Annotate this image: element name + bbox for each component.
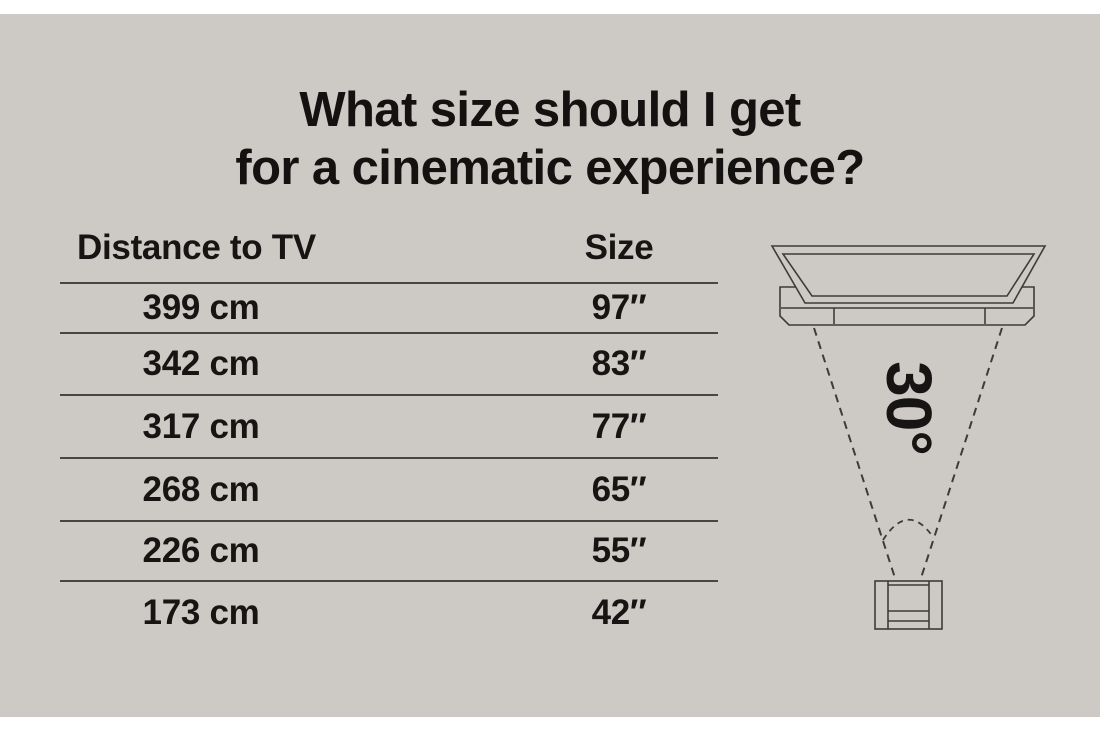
size-table: Distance to TV Size 399 cm 97″ 342 cm 83… xyxy=(60,214,718,644)
viewing-angle-diagram: 30° xyxy=(770,245,1047,630)
seat-outline xyxy=(874,580,943,630)
tv-panel-inner xyxy=(781,253,1036,297)
viewing-cone-dashed-lines xyxy=(813,327,1003,579)
tv-panel-outer xyxy=(770,245,1047,304)
infographic-canvas: What size should I get for a cinematic e… xyxy=(0,14,1100,717)
table-row: 268 cm 65″ xyxy=(60,457,718,520)
title-line-2: for a cinematic experience? xyxy=(235,140,865,195)
angle-label: 30° xyxy=(873,361,945,455)
table-row: 226 cm 55″ xyxy=(60,520,718,580)
seat-top-view-icon xyxy=(874,580,943,630)
table-header-row: Distance to TV Size xyxy=(60,214,718,282)
column-header-size: Size xyxy=(584,228,654,267)
table-row: 173 cm 42″ xyxy=(60,580,718,644)
cone-left-dash-line xyxy=(813,327,896,579)
tv-top-view-icon xyxy=(770,245,1047,326)
distance-cell: 399 cm xyxy=(142,288,260,327)
distance-cell: 317 cm xyxy=(142,406,260,446)
size-cell: 55″ xyxy=(591,531,647,570)
size-cell: 42″ xyxy=(591,593,647,632)
table-row: 317 cm 77″ xyxy=(60,394,718,457)
table-row: 399 cm 97″ xyxy=(60,282,718,332)
distance-cell: 173 cm xyxy=(142,593,260,632)
size-cell: 77″ xyxy=(591,406,647,446)
table-row: 342 cm 83″ xyxy=(60,332,718,394)
size-cell: 65″ xyxy=(591,469,647,509)
tv-back-bracket xyxy=(779,286,1035,326)
distance-cell: 226 cm xyxy=(142,531,260,570)
angle-arc xyxy=(882,518,934,541)
column-header-distance: Distance to TV xyxy=(77,228,316,267)
size-cell: 97″ xyxy=(591,288,647,327)
cone-right-dash-line xyxy=(920,327,1003,579)
distance-cell: 342 cm xyxy=(142,344,260,383)
title-line-1: What size should I get xyxy=(299,82,801,137)
distance-cell: 268 cm xyxy=(142,469,260,509)
size-cell: 83″ xyxy=(591,344,647,383)
page-title: What size should I get for a cinematic e… xyxy=(0,81,1100,197)
